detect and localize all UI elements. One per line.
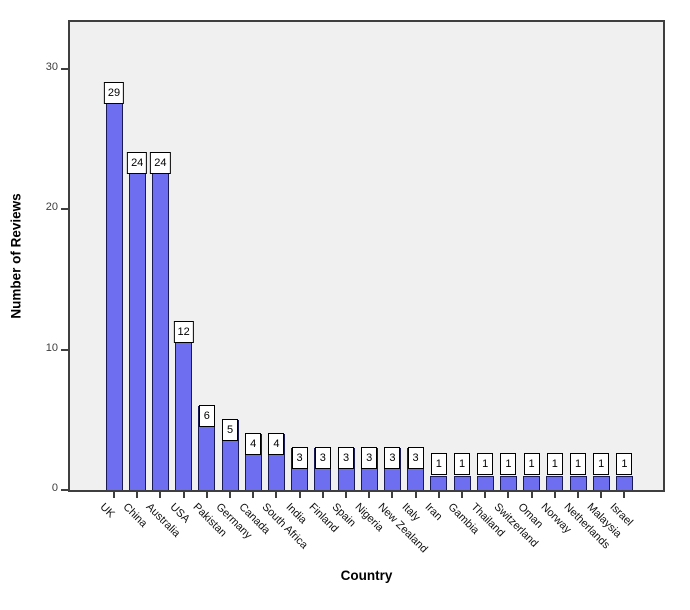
- x-tick-mark: [623, 492, 626, 498]
- bar-value-label: 3: [291, 447, 308, 469]
- x-tick-mark: [484, 492, 487, 498]
- bar-value-label: 1: [546, 453, 563, 475]
- bar-value-label: 3: [407, 447, 424, 469]
- y-tick-label: 0: [51, 482, 58, 494]
- x-tick-mark: [321, 492, 324, 498]
- bar: [430, 476, 448, 490]
- y-tick-mark: [61, 348, 68, 351]
- x-tick-mark: [530, 492, 533, 498]
- bar: [523, 476, 541, 490]
- bar: [128, 153, 146, 490]
- x-tick-mark: [437, 492, 440, 498]
- x-tick-mark: [600, 492, 603, 498]
- x-tick-mark: [461, 492, 463, 498]
- bar: [151, 153, 169, 490]
- bar-value-label: 1: [430, 453, 447, 475]
- bar-value-label: 1: [454, 453, 470, 475]
- bar-value-label: 3: [314, 447, 331, 469]
- bar: [615, 476, 633, 490]
- bar-value-label: 1: [477, 453, 494, 475]
- x-axis-title: Country: [340, 568, 393, 583]
- x-tick-mark: [414, 492, 417, 498]
- bar-value-label: 4: [268, 433, 285, 455]
- x-tick-mark: [577, 492, 579, 498]
- x-tick-mark: [275, 492, 278, 498]
- x-tick-mark: [229, 492, 231, 498]
- bar: [499, 476, 517, 490]
- bar-value-label: 1: [570, 453, 586, 475]
- x-tick-mark: [136, 492, 139, 498]
- x-tick-mark: [391, 492, 394, 498]
- bar-value-label: 1: [616, 453, 633, 475]
- x-tick-mark: [182, 492, 185, 498]
- y-tick-label: 30: [45, 61, 58, 74]
- y-tick-label: 20: [45, 201, 58, 214]
- x-tick-label: Iran: [422, 501, 445, 523]
- bar: [546, 476, 564, 490]
- bar: [105, 83, 123, 490]
- bar-value-label: 5: [222, 419, 238, 441]
- bar-value-label: 24: [127, 152, 148, 174]
- x-tick-mark: [368, 492, 371, 498]
- bar-value-label: 12: [173, 321, 194, 343]
- y-tick-label: 10: [45, 341, 58, 354]
- bar: [175, 322, 193, 490]
- bar-value-label: 3: [384, 447, 401, 469]
- x-tick-mark: [298, 492, 301, 498]
- y-tick-mark: [61, 208, 68, 211]
- bar: [453, 476, 471, 490]
- x-tick-label: UK: [97, 501, 117, 521]
- x-tick-mark: [159, 492, 162, 498]
- bar-value-label: 3: [361, 447, 378, 469]
- bar-value-label: 24: [150, 152, 171, 174]
- x-tick-mark: [113, 492, 115, 498]
- bar-value-label: 1: [593, 453, 610, 475]
- bar: [476, 476, 494, 490]
- x-tick-mark: [205, 492, 208, 498]
- x-tick-mark: [507, 492, 510, 498]
- bar-value-label: 6: [198, 405, 215, 427]
- bar-value-label: 1: [523, 453, 540, 475]
- x-tick-label: China: [120, 501, 150, 530]
- bar-value-label: 4: [245, 433, 262, 455]
- bar-value-label: 29: [103, 82, 125, 104]
- bar: [569, 476, 587, 490]
- x-tick-mark: [553, 492, 556, 498]
- y-tick-mark: [61, 489, 68, 491]
- bar-value-label: 1: [500, 453, 517, 475]
- y-tick-mark: [61, 68, 68, 71]
- x-tick-mark: [345, 492, 347, 498]
- bar-value-label: 3: [338, 447, 354, 469]
- x-tick-mark: [252, 492, 255, 498]
- bar: [592, 476, 610, 490]
